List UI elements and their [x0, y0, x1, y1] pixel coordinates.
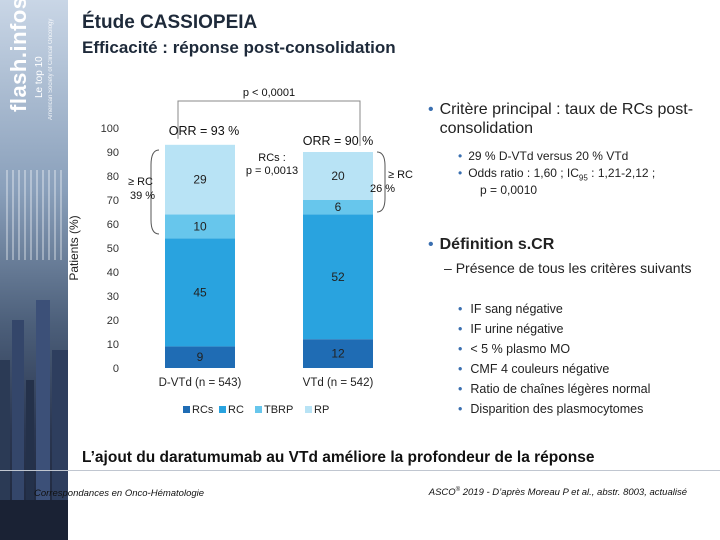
- bar-value-label: 20: [331, 169, 345, 183]
- criteria-item: • Disparition des plasmocytomes: [458, 402, 644, 416]
- y-axis-label: Patients (%): [67, 215, 81, 280]
- footer-reference: ASCO® 2019 - D’après Moreau P et al., ab…: [428, 487, 687, 499]
- rcs-p-label: p = 0,0013: [246, 165, 298, 177]
- criteria-item: • < 5 % plasmo MO: [458, 342, 571, 356]
- y-tick-label: 20: [107, 315, 119, 327]
- orr-label: ORR = 93 %: [169, 124, 240, 138]
- bar-value-label: 9: [197, 350, 204, 364]
- y-tick-label: 50: [107, 243, 119, 255]
- legend-swatch: [183, 406, 190, 413]
- rc-percent-label: ≥ RC: [388, 169, 413, 181]
- bullet-icon: •: [458, 362, 463, 376]
- p-value-label: p < 0,0001: [243, 87, 295, 99]
- y-tick-label: 90: [107, 147, 119, 159]
- bullet-icon: •: [428, 236, 434, 253]
- bullet-icon: •: [458, 149, 463, 163]
- definition-item: – Présence de tous les critères suivants: [444, 260, 692, 276]
- criterion-sub-item: • Odds ratio : 1,60 ; IC95 : 1,21-2,12 ;: [458, 166, 656, 183]
- definition-title: Définition s.CR: [439, 236, 555, 253]
- bar-segment-tbrp: [165, 214, 235, 239]
- criterion-title: Critère principal : taux de RCs post-con…: [439, 101, 694, 137]
- stacked-bar-chart: 0 10 20 30 40 50 60 70 80 90 100 Patients (%) 9 45 10 2…: [67, 87, 413, 416]
- bar-value-label: 12: [331, 347, 345, 361]
- x-category-label: D-VTd (n = 543): [159, 377, 242, 389]
- bullet-icon: •: [458, 342, 463, 356]
- bar-segment-rp: [165, 144, 235, 215]
- criteria-item: • CMF 4 couleurs négative: [458, 362, 610, 376]
- legend-label: RC: [228, 404, 244, 416]
- y-tick-label: 10: [107, 339, 119, 351]
- bar-segment-rp: [303, 152, 373, 200]
- sidebar-banner: flash.infos Le top 10 American Society o…: [0, 0, 68, 540]
- rc-percent-label: ≥ RC: [128, 176, 153, 188]
- criterion-sub-item: p = 0,0010: [480, 183, 538, 197]
- bar-segment-tbrp: [303, 200, 373, 215]
- rc-brace: [150, 149, 160, 235]
- footer-divider: [0, 470, 720, 471]
- bar-segment-rcs: [303, 339, 373, 368]
- bar-segment-rcs: [165, 346, 235, 368]
- legend-label: RP: [314, 404, 329, 416]
- orr-label: ORR = 90 %: [303, 134, 374, 148]
- bar-value-label: 52: [331, 270, 345, 284]
- bar-value-label: 45: [193, 285, 207, 299]
- rc-percent-label: 39 %: [130, 190, 155, 202]
- x-category-label: VTd (n = 542): [303, 377, 374, 389]
- rc-brace: [376, 151, 386, 213]
- city-skyline-image: [0, 300, 68, 540]
- rcs-p-label: RCs :: [258, 152, 286, 164]
- y-tick-label: 60: [107, 219, 119, 231]
- y-tick-label: 80: [107, 171, 119, 183]
- p-value-bracket: [177, 100, 361, 146]
- y-tick-label: 0: [113, 363, 119, 375]
- page-subtitle: Efficacité : réponse post-consolidation: [82, 38, 396, 57]
- criterion-sub-item: • 29 % D-VTd versus 20 % VTd: [458, 149, 629, 163]
- conclusion-text: L’ajout du daratumumab au VTd améliore l…: [82, 449, 595, 466]
- disclaimer-text: [6, 170, 62, 260]
- bar-segment-rc: [165, 238, 235, 347]
- bar-value-label: 6: [335, 200, 342, 214]
- bar-value-label: 29: [193, 173, 207, 187]
- y-tick-label: 30: [107, 291, 119, 303]
- bullet-icon: •: [458, 402, 463, 416]
- bullet-icon: •: [458, 322, 463, 336]
- criteria-item: • IF sang négative: [458, 302, 563, 316]
- bullet-icon: •: [458, 382, 463, 396]
- legend-swatch: [305, 406, 312, 413]
- criteria-item: • IF urine négative: [458, 322, 564, 336]
- definition-bullet: • Définition s.CR: [428, 236, 554, 254]
- y-tick-label: 40: [107, 267, 119, 279]
- legend-label: TBRP: [264, 404, 293, 416]
- bar-value-label: 10: [193, 219, 207, 233]
- legend-swatch: [219, 406, 226, 413]
- page-title: Étude CASSIOPEIA: [82, 12, 258, 33]
- rc-percent-label: 26 %: [370, 183, 395, 195]
- legend-label: RCs: [192, 404, 214, 416]
- footer-journal: Correspondances en Onco-Hématologie: [34, 488, 205, 499]
- bar-segment-rc: [303, 214, 373, 340]
- bullet-icon: •: [458, 302, 463, 316]
- criteria-item: • Ratio de chaînes légères normal: [458, 382, 651, 396]
- y-tick-label: 100: [101, 123, 119, 135]
- legend-swatch: [255, 406, 262, 413]
- bullet-icon: •: [428, 101, 434, 118]
- criterion-bullet: • Critère principal : taux de RCs post-co…: [428, 100, 718, 138]
- y-tick-label: 70: [107, 195, 119, 207]
- bullet-icon: •: [458, 166, 463, 180]
